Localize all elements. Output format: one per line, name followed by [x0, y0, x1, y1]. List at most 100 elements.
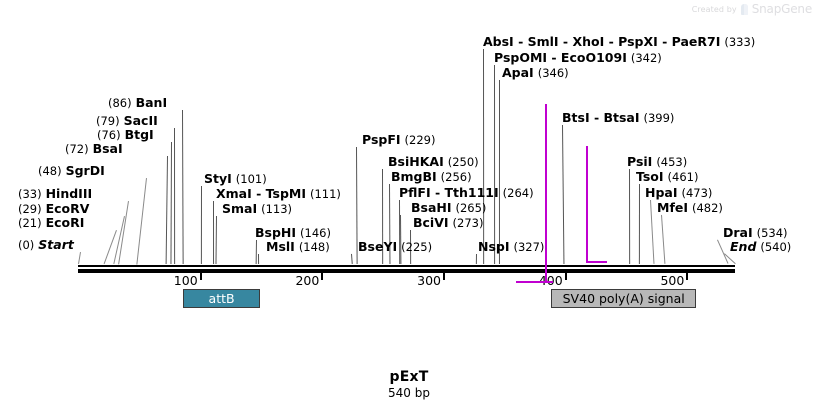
leader-line-bseyi — [351, 253, 353, 264]
site-label-pflfi-tth111i[interactable]: PflFI - Tth111I (264) — [399, 186, 534, 200]
leader-line-pspomi-ecoo109i — [494, 64, 496, 264]
cut-position: (79) — [96, 114, 120, 128]
cut-position: (333) — [724, 35, 756, 49]
enzyme-name: ApaI — [502, 65, 534, 80]
site-label-end[interactable]: End (540) — [730, 240, 791, 254]
leader-line-mfei — [661, 214, 666, 264]
feature-box-sv40-poly-a-signal[interactable]: SV40 poly(A) signal — [551, 289, 697, 308]
cut-position: (534) — [756, 226, 788, 240]
leader-line-tsoi — [638, 184, 640, 265]
cut-position: (327) — [513, 240, 545, 254]
cut-position: (256) — [440, 170, 472, 184]
enzyme-name: SacII — [123, 113, 158, 128]
site-label-sacii[interactable]: (79) SacII — [96, 114, 158, 128]
site-label-mfei[interactable]: MfeI (482) — [657, 201, 723, 215]
cut-position: (273) — [452, 216, 484, 230]
site-label-nspi[interactable]: NspI (327) — [478, 240, 544, 254]
cut-position: (146) — [300, 226, 331, 240]
enzyme-name: EcoRI — [45, 215, 85, 230]
leader-line-msli — [258, 253, 260, 264]
site-label-styi[interactable]: StyI (101) — [204, 172, 267, 186]
site-label-bsihkai[interactable]: BsiHKAI (250) — [388, 155, 479, 169]
snapgene-watermark: Created by SnapGene — [692, 2, 812, 16]
ruler-tick-label: 300 — [417, 273, 441, 288]
primer-arrow-ebv-rev[interactable] — [516, 281, 553, 283]
site-label-bsphi[interactable]: BspHI (146) — [255, 226, 331, 240]
feature-label: SV40 poly(A) signal — [562, 291, 685, 306]
site-label-btgi[interactable]: (76) BtgI — [97, 128, 154, 142]
ruler-thick-bar — [78, 269, 735, 273]
site-label-btsi-btsai[interactable]: BtsI - BtsaI (399) — [562, 111, 674, 125]
cut-position: (29) — [18, 202, 42, 216]
feature-label: attB — [208, 291, 235, 306]
site-label-bcivi[interactable]: BciVI (273) — [413, 216, 483, 230]
site-label-bmgbi[interactable]: BmgBI (256) — [391, 170, 472, 184]
leader-line-btsi-btsai — [562, 124, 565, 264]
site-label-drai[interactable]: DraI (534) — [723, 226, 788, 240]
enzyme-name: StyI — [204, 171, 232, 186]
leader-line-xmai-tspmi — [213, 200, 215, 264]
site-label-pspfi[interactable]: PspFI (229) — [362, 133, 435, 147]
primer-arrow-sv40pa-r[interactable] — [586, 261, 607, 263]
ruler-tick-label: 100 — [173, 273, 198, 288]
site-label-xmai-tspmi[interactable]: XmaI - TspMI (111) — [216, 187, 341, 201]
site-label-pspomi-ecoo109i[interactable]: PspOMI - EcoO109I (342) — [494, 51, 662, 65]
cut-position: (265) — [455, 201, 487, 215]
enzyme-name: HpaI — [645, 185, 678, 200]
enzyme-name: BsaHI — [411, 200, 452, 215]
site-label-bsahi[interactable]: BsaHI (265) — [411, 201, 486, 215]
ruler-tick — [321, 273, 324, 280]
cut-position: (148) — [298, 240, 330, 254]
site-label-tsoi[interactable]: TsoI (461) — [636, 170, 698, 184]
enzyme-name: PspOMI - EcoO109I — [494, 50, 627, 65]
site-label-ecorv[interactable]: (29) EcoRV — [18, 202, 89, 216]
leader-line-btgi — [170, 142, 172, 265]
enzyme-name: TsoI — [636, 169, 664, 184]
cut-position: (225) — [401, 240, 433, 254]
enzyme-name: PflFI - Tth111I — [399, 185, 499, 200]
site-label-smai[interactable]: SmaI (113) — [222, 202, 292, 216]
enzyme-name: BanI — [135, 95, 168, 110]
site-label-hindiii[interactable]: (33) HindIII — [18, 187, 92, 201]
plasmid-title-block: pExT 540 bp — [0, 369, 818, 400]
feature-box-attb[interactable]: attB — [182, 289, 261, 308]
cut-position: (0) — [18, 238, 35, 252]
site-label-absi-smli-xhoi-pspxi-paer7i[interactable]: AbsI - SmlI - XhoI - PspXI - PaeR7I (333… — [483, 35, 755, 49]
plasmid-name: pExT — [389, 369, 429, 385]
ruler-tick — [564, 273, 567, 280]
site-label-sgrdi[interactable]: (48) SgrDI — [38, 164, 105, 178]
site-label-bseyi[interactable]: BseYI (225) — [358, 240, 432, 254]
site-label-psii[interactable]: PsiI (453) — [627, 155, 687, 169]
site-label-bsai[interactable]: (72) BsaI — [65, 142, 123, 156]
leader-line-bani — [182, 109, 184, 264]
cut-position: (250) — [447, 155, 479, 169]
leader-line-sgrdi — [136, 178, 147, 265]
cut-position: (453) — [656, 155, 688, 169]
cut-position: (229) — [404, 133, 436, 147]
cut-position: (113) — [261, 202, 293, 216]
site-label-hpai[interactable]: HpaI (473) — [645, 186, 712, 200]
ruler-tick — [443, 273, 445, 280]
ruler-tick — [199, 273, 202, 280]
cut-position: (33) — [18, 187, 42, 201]
leader-line-sacii — [174, 127, 176, 264]
ruler-tick-label: 200 — [295, 273, 320, 288]
site-label-msli[interactable]: MslI (148) — [266, 240, 330, 254]
site-label-ecori[interactable]: (21) EcoRI — [18, 216, 84, 230]
plasmid-size: 540 bp — [388, 386, 430, 400]
enzyme-name: NspI — [478, 239, 510, 254]
enzyme-name: SmaI — [222, 201, 258, 216]
leader-line-apai — [498, 80, 500, 265]
ruler-tick-label: 400 — [539, 273, 563, 288]
enzyme-name: BtsI - BtsaI — [562, 110, 640, 125]
cut-position: (72) — [65, 142, 89, 156]
site-label-apai[interactable]: ApaI (346) — [502, 66, 569, 80]
watermark-brand-text: SnapGene — [751, 2, 812, 16]
site-label-bani[interactable]: (86) BanI — [108, 96, 167, 110]
enzyme-name: DraI — [723, 225, 753, 240]
cut-position: (21) — [18, 216, 42, 230]
site-label-start[interactable]: (0) Start — [18, 238, 74, 252]
cut-position: (86) — [108, 96, 132, 110]
cut-position: (473) — [681, 186, 713, 200]
